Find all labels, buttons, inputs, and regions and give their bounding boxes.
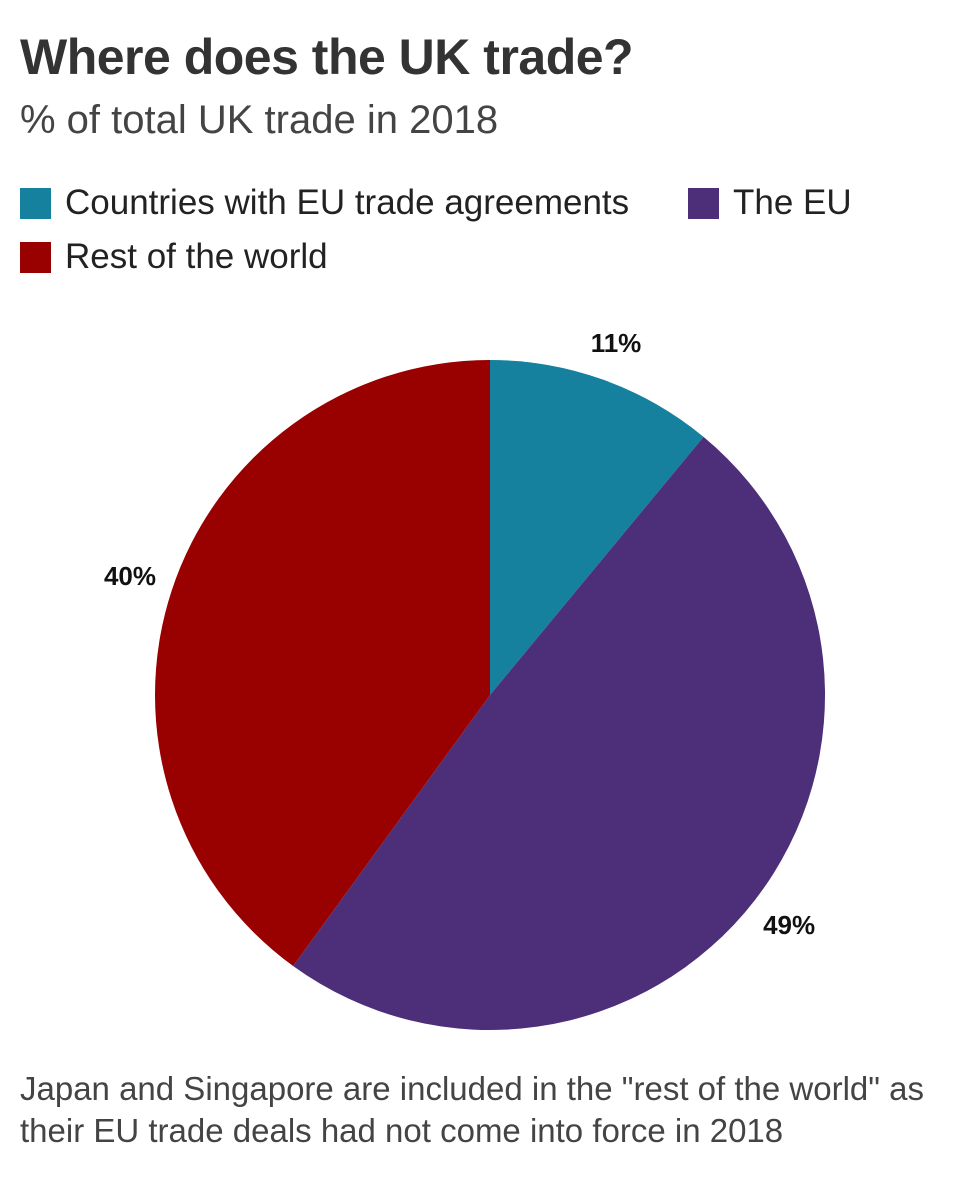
- pie-slice-the-eu: [293, 436, 826, 1031]
- slice-label-the-eu: 49%: [763, 910, 815, 940]
- legend-label-eu-agreements: Countries with EU trade agreements: [65, 183, 630, 222]
- pie-slice-eu-agreements: [490, 360, 704, 695]
- legend-item-rest-of-world: Rest of the world: [20, 237, 328, 277]
- chart-title: Where does the UK trade?: [20, 29, 634, 85]
- legend-swatch-eu-agreements: [20, 187, 51, 219]
- legend-item-the-eu: The EU: [688, 183, 852, 223]
- pie-slice-rest-of-world: [154, 360, 490, 967]
- legend-label-the-eu: The EU: [733, 183, 852, 222]
- pie-chart: 11% 49% 40%: [104, 328, 826, 1031]
- legend-item-eu-agreements: Countries with EU trade agreements: [20, 183, 629, 223]
- chart-footnote: Japan and Singapore are included in the …: [20, 1070, 925, 1149]
- slice-label-rest-of-world: 40%: [104, 561, 156, 591]
- legend-swatch-rest-of-world: [20, 241, 51, 273]
- legend-swatch-the-eu: [688, 187, 719, 219]
- slice-label-eu-agreements: 11%: [591, 328, 642, 358]
- legend-label-rest-of-world: Rest of the world: [65, 237, 328, 276]
- chart-subtitle: % of total UK trade in 2018: [20, 98, 499, 142]
